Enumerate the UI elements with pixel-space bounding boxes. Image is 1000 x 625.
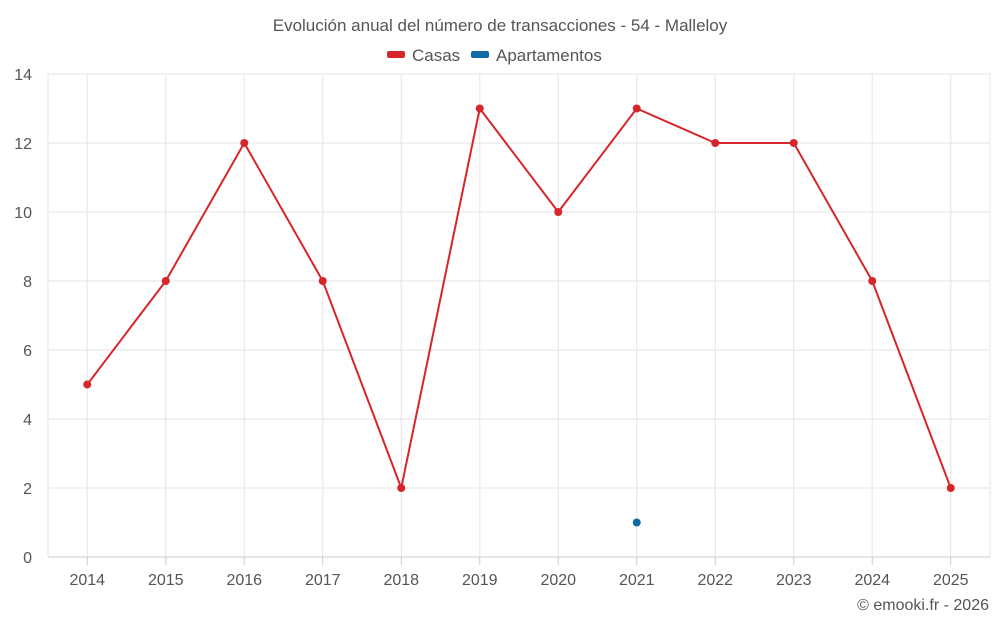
legend-label-casas: Casas [412,46,460,65]
y-tick-label: 8 [23,274,32,291]
series-casas [83,104,955,492]
series-apartamentos [632,518,641,527]
data-point-casas[interactable] [868,277,877,285]
y-tick-label: 6 [23,343,32,360]
series-line-casas [86,107,952,489]
data-point-casas[interactable] [632,104,641,113]
axes: 0 2 4 6 8 10 12 14 2014 2015 2016 2017 2018 2019 2020 2… [14,67,990,589]
series [83,104,955,527]
data-point-casas[interactable] [711,139,720,147]
data-point-casas[interactable] [318,277,327,285]
x-tick-label: 2025 [933,572,969,589]
legend-label-apartamentos: Apartamentos [496,46,602,65]
x-tick-label: 2023 [776,572,812,589]
y-tick-label: 2 [23,481,32,498]
x-tick-label: 2016 [226,572,262,589]
grid [47,73,991,557]
x-tick-label: 2021 [619,572,655,589]
data-point-casas[interactable] [475,104,484,113]
y-tick-label: 10 [14,205,32,222]
x-tick-label: 2018 [383,572,419,589]
y-tick-label: 14 [14,67,32,84]
legend-item-apartamentos[interactable]: Apartamentos [471,46,602,65]
x-tick-label: 2015 [148,572,184,589]
legend-swatch-apartamentos [471,51,489,58]
x-tick-label: 2019 [462,572,498,589]
x-tick-label: 2022 [697,572,733,589]
data-point-casas[interactable] [83,380,92,389]
legend: Casas Apartamentos [387,46,602,65]
credit-text: © emooki.fr - 2026 [857,597,989,614]
data-point-casas[interactable] [397,484,406,492]
y-tick-label: 0 [23,550,32,567]
legend-item-casas[interactable]: Casas [387,46,460,65]
data-point-casas[interactable] [789,139,798,147]
data-point-casas[interactable] [946,484,955,492]
x-tick-label: 2014 [69,572,105,589]
data-point-casas[interactable] [161,277,170,285]
data-point-casas[interactable] [554,208,563,216]
chart-title: Evolución anual del número de transaccio… [273,16,728,35]
x-tick-label: 2017 [305,572,341,589]
x-tick-label: 2020 [540,572,576,589]
legend-swatch-casas [387,51,405,58]
y-tick-label: 4 [23,412,32,429]
y-tick-label: 12 [14,136,32,153]
x-tick-label: 2024 [854,572,890,589]
data-point-casas[interactable] [240,139,249,147]
data-point-apartamentos[interactable] [632,518,641,527]
